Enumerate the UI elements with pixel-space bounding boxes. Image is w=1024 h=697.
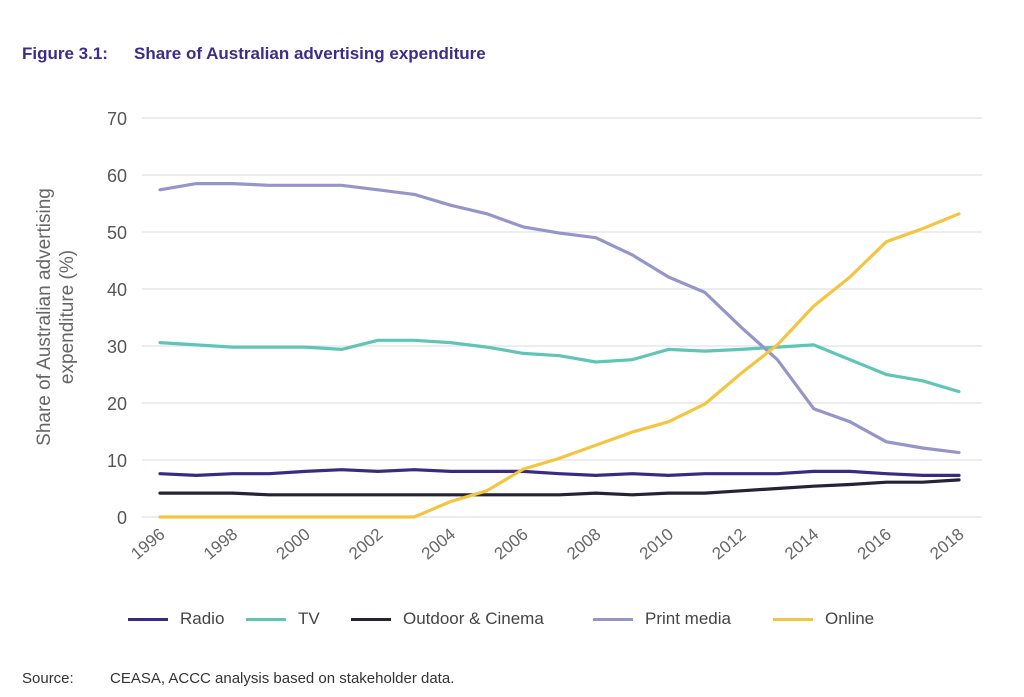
y-tick-labels: 0 10 20 30 40 50 60 70 [107,109,127,528]
x-tick-2014: 2014 [781,525,822,564]
x-tick-2018: 2018 [926,525,967,564]
x-tick-2010: 2010 [636,525,677,564]
series-line-radio [158,468,961,477]
x-tick-2004: 2004 [418,525,459,564]
y-axis-label-line-1: Share of Australian advertising [34,188,55,446]
legend-swatch-radio [128,617,168,621]
legend-item-tv: TV [246,606,320,632]
x-tick-2002: 2002 [345,525,386,564]
legend-swatch-tv [246,617,286,621]
x-tick-1998: 1998 [200,525,241,564]
legend-label-radio: Radio [180,609,225,628]
line-chart: 0 10 20 30 40 50 60 70 1996 1998 2000 2002 2004 2006… [34,109,982,564]
legend-item-radio: Radio [128,606,224,632]
figure-title-text: Share of Australian advertising expendit… [134,44,486,63]
x-tick-2008: 2008 [563,525,604,564]
series-line-online [158,212,961,519]
legend-swatch-outdoor-cinema [351,617,391,621]
legend-item-online: Online [773,606,874,632]
y-tick-40: 40 [107,280,127,300]
legend-label-print-media: Print media [645,609,731,628]
figure-number: Figure 3.1: [22,44,108,63]
y-axis-label-line-2: expenditure (%) [57,250,78,384]
y-tick-50: 50 [107,223,127,243]
y-tick-70: 70 [107,109,127,129]
legend: Radio TV Outdoor & Cinema Print media Online [0,606,1024,632]
x-tick-2016: 2016 [854,525,895,564]
y-tick-10: 10 [107,451,127,471]
x-tick-1996: 1996 [127,525,168,564]
y-tick-30: 30 [107,337,127,357]
legend-label-tv: TV [298,609,320,628]
y-axis-label: Share of Australian advertising expenditu… [34,188,78,446]
legend-label-outdoor-cinema: Outdoor & Cinema [403,609,544,628]
source-label: Source: [22,670,74,687]
legend-swatch-print-media [593,617,633,621]
series-line-print-media [158,182,961,455]
x-tick-labels: 1996 1998 2000 2002 2004 2006 2008 2010 2012 2014… [127,525,967,564]
legend-label-online: Online [825,609,875,628]
y-tick-20: 20 [107,394,127,414]
series-lines [158,182,961,519]
source-text: CEASA, ACCC analysis based on stakeholde… [110,670,455,687]
y-tick-60: 60 [107,166,127,186]
series-line-tv [158,338,961,394]
legend-item-outdoor-cinema: Outdoor & Cinema [351,606,544,632]
x-tick-2012: 2012 [708,525,749,564]
legend-swatch-online [773,617,813,621]
x-tick-2000: 2000 [273,525,314,564]
gridlines [142,117,982,518]
source-note: Source: CEASA, ACCC analysis based on sta… [22,670,454,687]
legend-item-print-media: Print media [593,606,731,632]
x-tick-2006: 2006 [491,525,532,564]
y-tick-0: 0 [117,508,127,528]
figure-title: Figure 3.1: Share of Australian advertisi… [22,44,486,64]
series-line-outdoor-cinema [158,478,961,497]
